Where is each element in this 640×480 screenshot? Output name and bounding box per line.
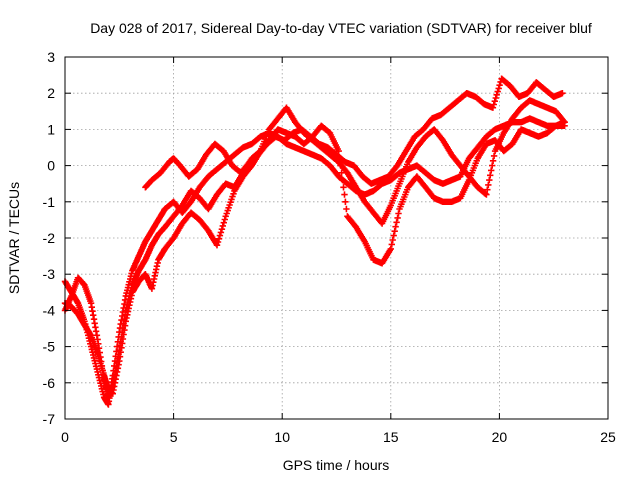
x-axis-label: GPS time / hours (283, 457, 390, 473)
axis-ticks: 0 5 10 15 20 25 -7 -6 -5 -4 -3 -2 -1 0 1 2 3 (43, 49, 616, 445)
x-tick-label: 0 (61, 429, 69, 445)
y-tick-label: 2 (47, 85, 55, 101)
y-tick-label: 0 (47, 158, 55, 174)
y-tick-label: -7 (43, 411, 56, 427)
y-tick-label: -2 (43, 230, 56, 246)
y-tick-label: -4 (43, 302, 56, 318)
data-series-1 (61, 115, 568, 408)
chart-title: Day 028 of 2017, Sidereal Day-to-day VTE… (90, 20, 592, 36)
x-tick-label: 15 (383, 429, 399, 445)
x-tick-label: 5 (170, 429, 178, 445)
data-points (61, 75, 568, 408)
x-tick-label: 20 (492, 429, 508, 445)
y-axis-label: SDTVAR / TECUs (6, 182, 22, 294)
y-tick-label: -3 (43, 266, 56, 282)
y-tick-label: -6 (43, 375, 56, 391)
data-series-4 (142, 75, 566, 191)
y-tick-label: 3 (47, 49, 55, 65)
y-tick-label: -1 (43, 194, 56, 210)
y-tick-label: -5 (43, 339, 56, 355)
y-tick-label: 1 (47, 121, 55, 137)
x-tick-label: 25 (600, 429, 616, 445)
x-tick-label: 10 (274, 429, 290, 445)
